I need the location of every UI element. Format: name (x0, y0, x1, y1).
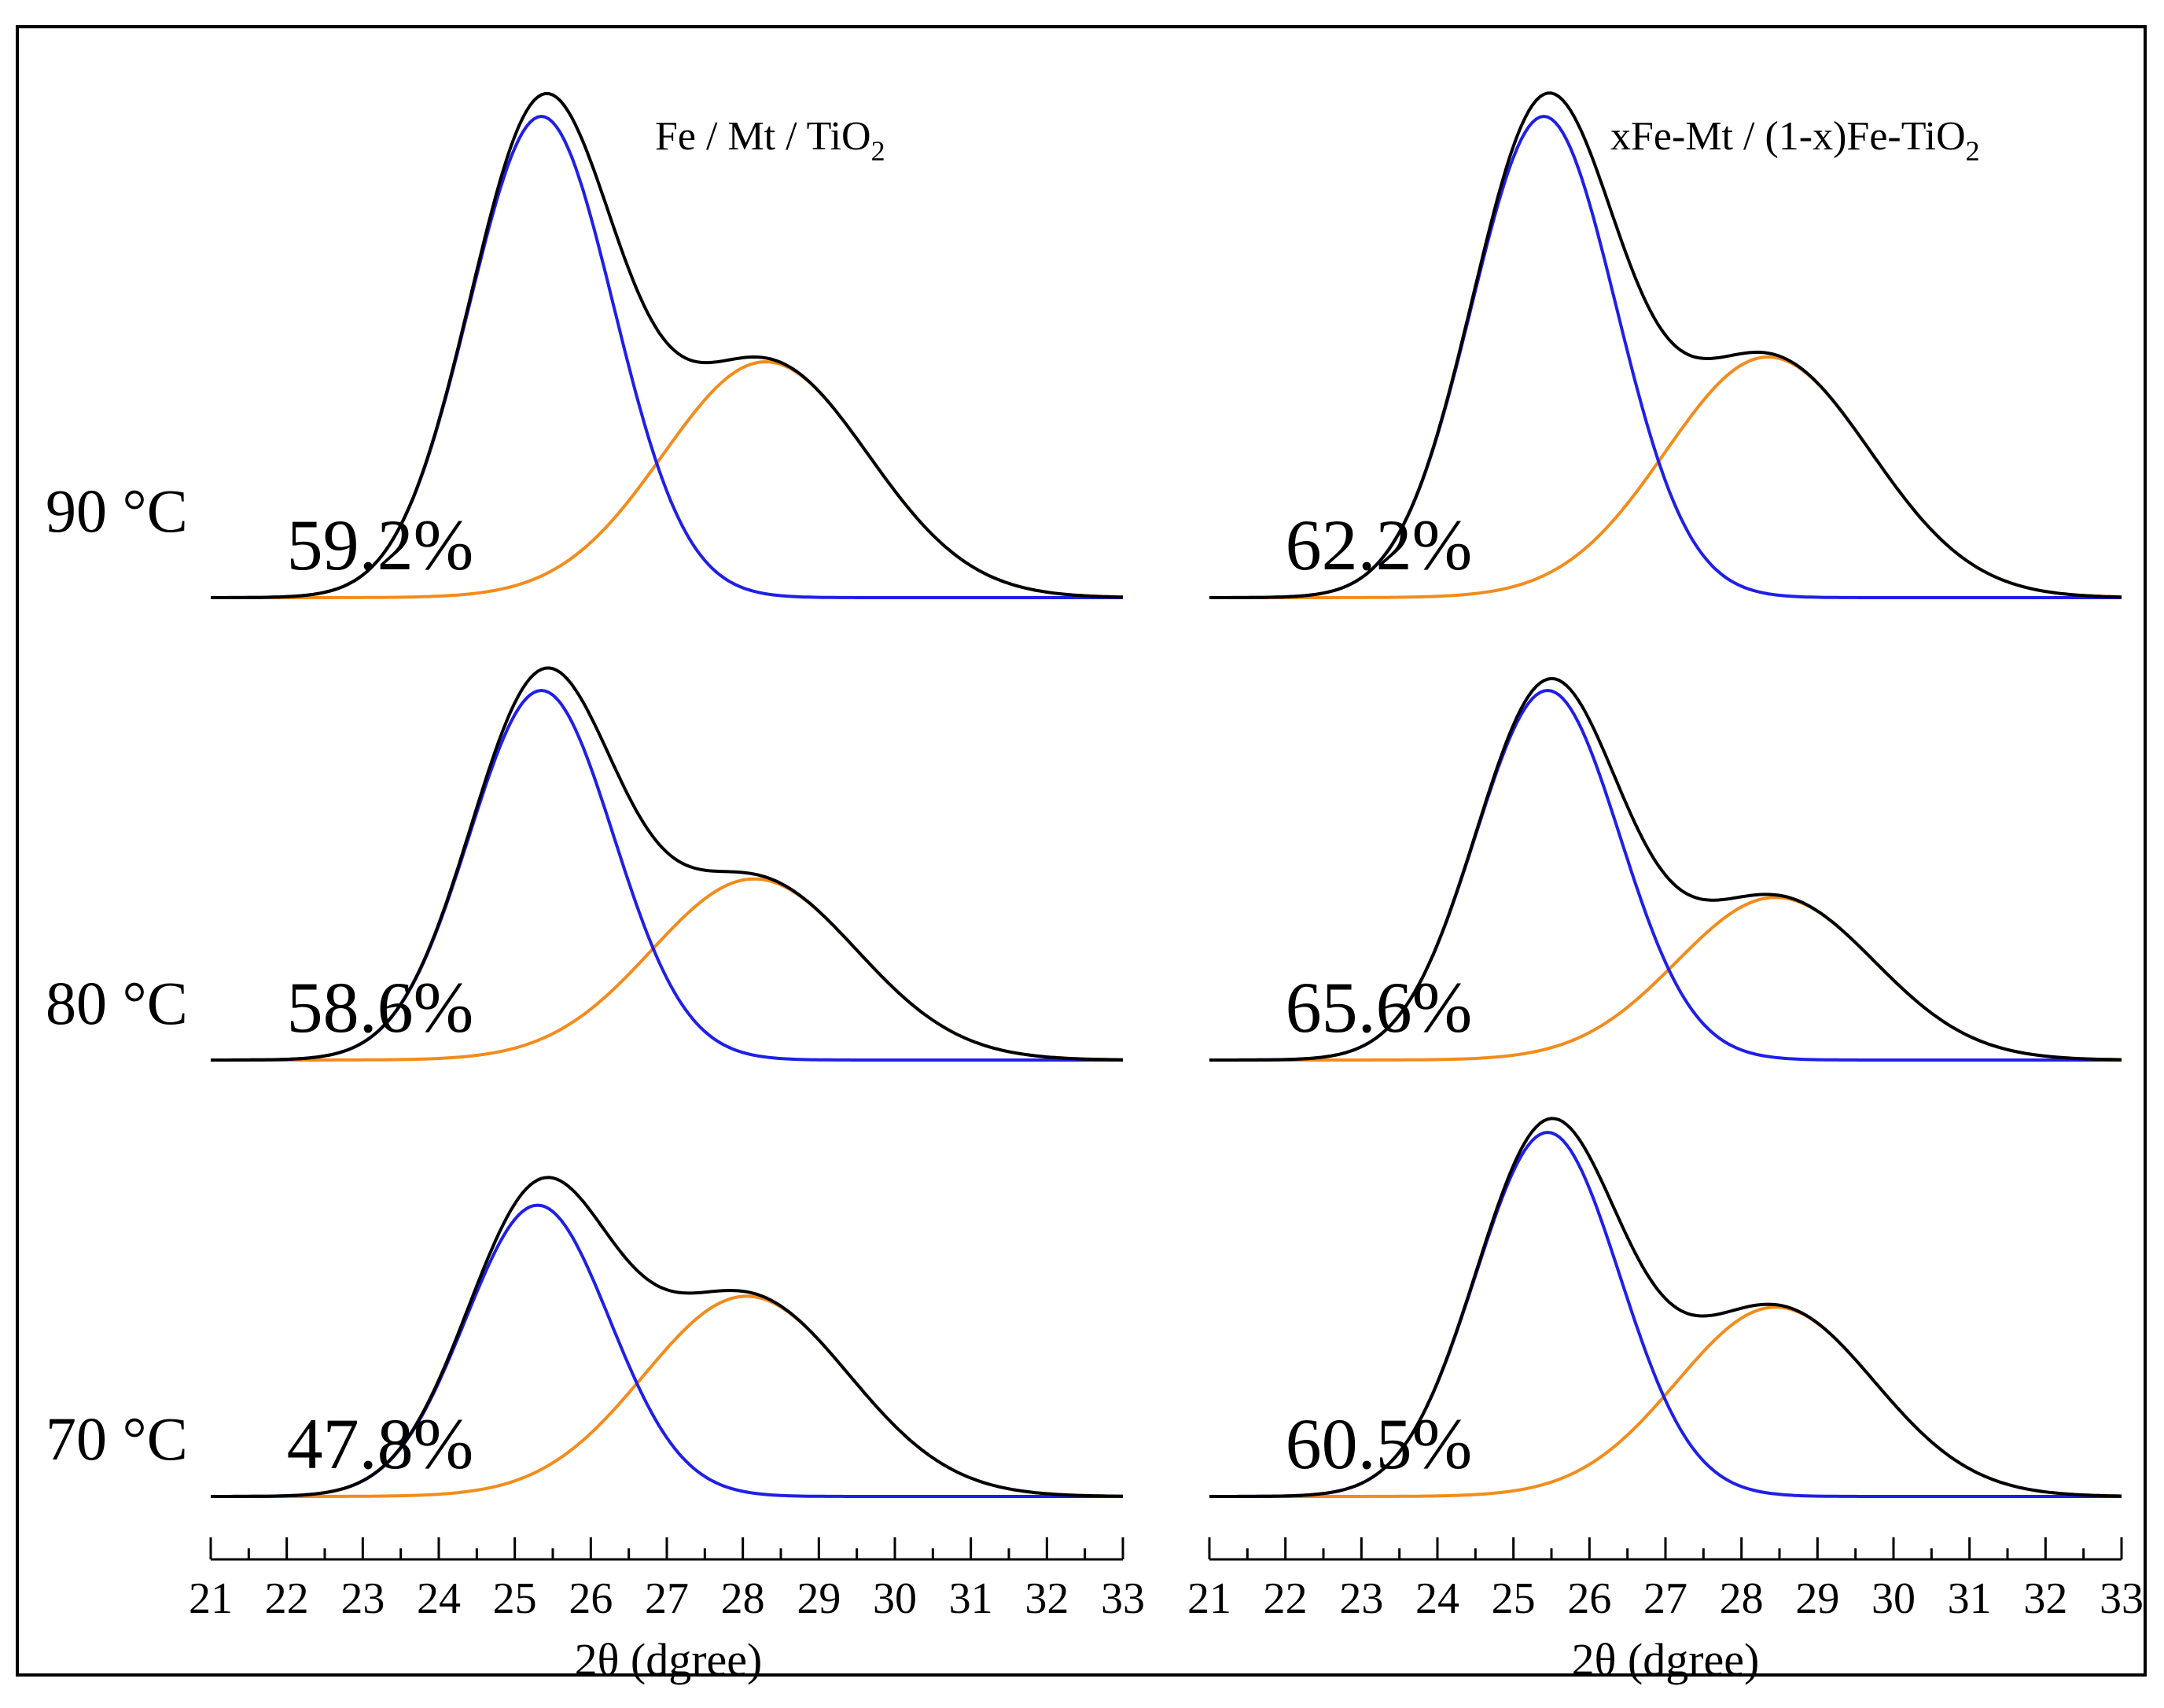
panel-1-row-3: 47.8% (211, 1176, 1124, 1498)
x-tick-label: 23 (340, 1574, 385, 1623)
panel-2-row-2: 65.6% (1209, 676, 2122, 1062)
x-tick-label: 33 (2100, 1574, 2144, 1623)
panel-2: 62.2% 65.6% 60.5% 21 22 23 24 25 26 27 28 29 30 31 32 3… (1187, 91, 2144, 1623)
sum-curve (1209, 676, 2122, 1062)
percent-label: 58.6% (287, 967, 474, 1047)
temperature-label-90: 90 °C (46, 477, 188, 545)
x-tick-label: 28 (721, 1574, 765, 1623)
temperature-label-80: 80 °C (46, 969, 188, 1037)
x-tick-label: 23 (1339, 1574, 1383, 1623)
x-tick-label: 33 (1101, 1574, 1145, 1623)
x-tick-label: 32 (2023, 1574, 2067, 1623)
x-tick-label: 22 (1264, 1574, 1308, 1623)
x-tick-label: 27 (1643, 1574, 1687, 1623)
x-tick-label: 29 (797, 1574, 841, 1623)
x-tick-label: 21 (189, 1574, 233, 1623)
x-tick-label: 26 (1567, 1574, 1611, 1623)
panel-1-row-1: 59.2% (211, 91, 1124, 599)
percent-label: 47.8% (287, 1404, 474, 1484)
x-tick-label: 22 (265, 1574, 309, 1623)
percent-label: 65.6% (1286, 967, 1473, 1047)
panel-2-row-3: 60.5% (1209, 1117, 2122, 1498)
x-tick-label: 21 (1187, 1574, 1231, 1623)
x-tick-label: 25 (1492, 1574, 1536, 1623)
x-tick-label: 30 (873, 1574, 917, 1623)
x-tick-label: 32 (1025, 1574, 1069, 1623)
x-tick-label: 29 (1795, 1574, 1839, 1623)
panel-2-xlabel: 2θ (dgree) (1572, 1634, 1760, 1685)
panel-1-title: Fe / Mt / TiO2 (655, 114, 885, 167)
x-tick-label: 27 (645, 1574, 689, 1623)
panel-2-row-1: 62.2% (1209, 91, 2122, 599)
panel-1-x-axis: 21 22 23 24 25 26 27 28 29 30 31 32 33 (189, 1537, 1145, 1623)
x-tick-label: 31 (1948, 1574, 1992, 1623)
x-tick-label: 26 (569, 1574, 613, 1623)
x-tick-label: 30 (1871, 1574, 1916, 1623)
panel-1: 59.2% 58.6% 47.8% 21 22 23 24 25 26 27 28 29 30 31 32 3… (189, 91, 1145, 1623)
x-tick-label: 28 (1720, 1574, 1764, 1623)
panel-1-row-2: 58.6% (211, 666, 1123, 1062)
percent-label: 60.5% (1286, 1404, 1473, 1484)
panel-1-xlabel: 2θ (dgree) (575, 1634, 763, 1685)
sum-curve (211, 666, 1123, 1062)
sum-curve (1209, 91, 2122, 599)
percent-label: 62.2% (1286, 505, 1473, 585)
x-tick-label: 24 (417, 1574, 461, 1623)
temperature-label-70: 70 °C (46, 1404, 188, 1473)
sum-curve (211, 1176, 1124, 1498)
x-tick-label: 24 (1415, 1574, 1459, 1623)
panel-2-x-axis: 21 22 23 24 25 26 27 28 29 30 31 32 33 (1187, 1537, 2144, 1623)
figure-frame (16, 25, 2147, 1677)
panel-2-title: xFe-Mt / (1-x)Fe-TiO2 (1610, 114, 1980, 167)
sum-curve (211, 91, 1124, 599)
percent-label: 59.2% (287, 505, 474, 585)
x-tick-label: 25 (493, 1574, 537, 1623)
sum-curve (1209, 1117, 2122, 1498)
x-tick-label: 31 (949, 1574, 993, 1623)
